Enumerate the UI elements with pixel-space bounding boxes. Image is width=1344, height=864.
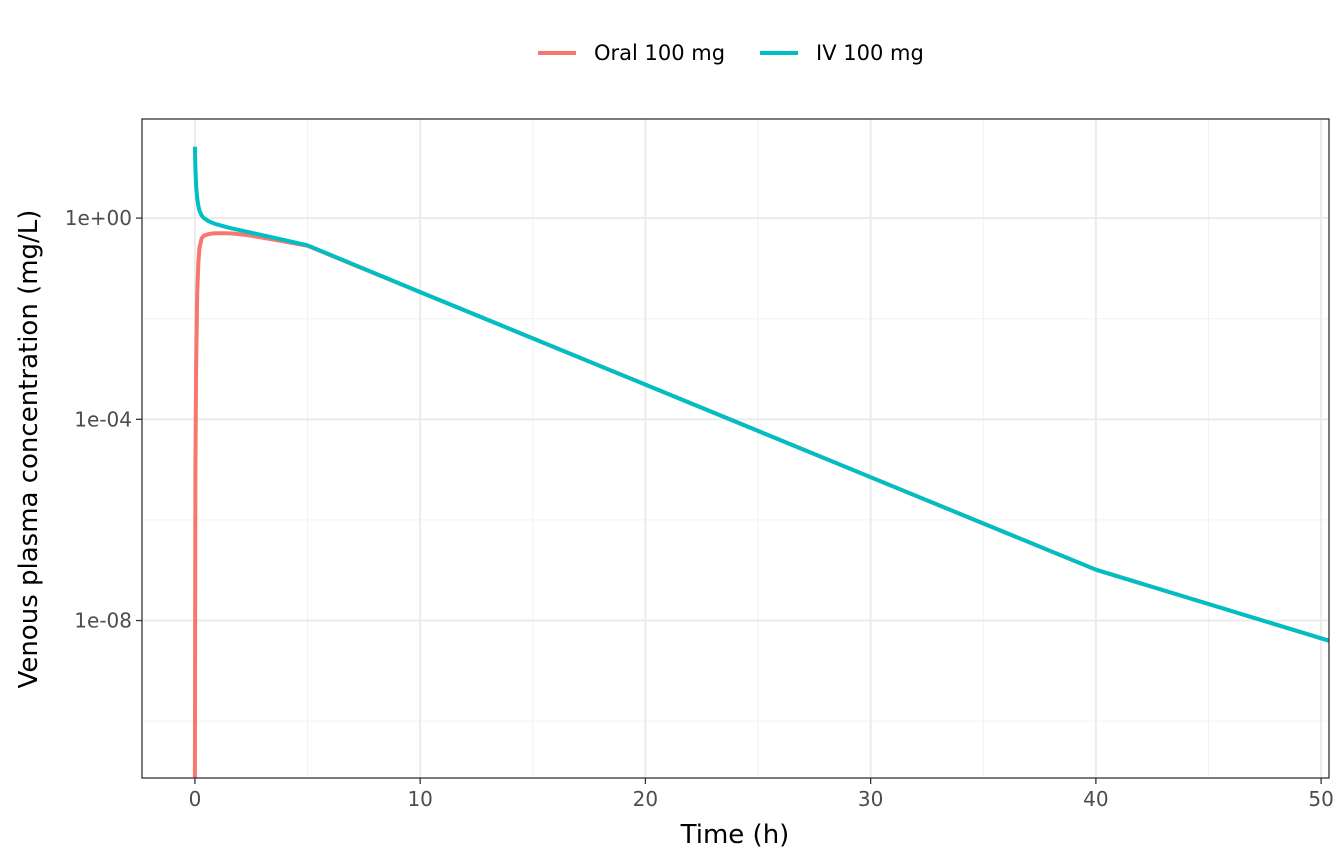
grid-minor [142,119,1329,778]
x-tick-label: 40 [1083,787,1108,811]
x-tick-label: 10 [407,787,432,811]
series-layer [192,146,1330,779]
legend: Oral 100 mg IV 100 mg [538,41,924,65]
x-tick-label: 20 [633,787,658,811]
y-axis-title: Venous plasma concentration (mg/L) [14,210,44,689]
x-tick-label: 50 [1308,787,1333,811]
x-axis: 0 10 20 30 40 50 [189,778,1334,811]
x-tick-label: 0 [189,787,202,811]
y-tick-label: 1e-08 [74,609,132,633]
series-line-iv [192,146,1330,643]
legend-label-oral: Oral 100 mg [594,41,725,65]
y-tick-label: 1e-04 [74,407,132,431]
x-tick-label: 30 [858,787,883,811]
legend-label-iv: IV 100 mg [816,41,924,65]
y-axis: 1e+00 1e-04 1e-08 [65,206,142,633]
plot-panel-border [141,118,1330,779]
x-axis-title: Time (h) [680,820,790,850]
grid-major [142,119,1329,778]
y-tick-label: 1e+00 [65,206,132,230]
series-line-oral [192,231,1330,779]
